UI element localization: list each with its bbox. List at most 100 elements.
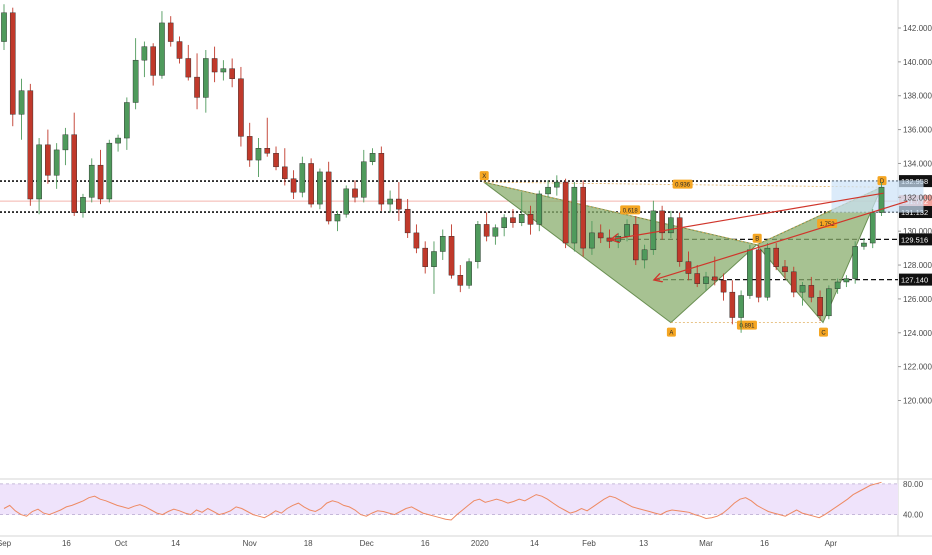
candle-body[interactable] [36,144,42,200]
candle-body[interactable] [159,22,165,76]
pattern-point-x[interactable] [479,171,489,181]
candle-body[interactable] [334,214,341,222]
candle-body[interactable] [106,142,113,200]
candle-body[interactable] [826,288,832,317]
candle-body[interactable] [527,214,534,225]
candle-body[interactable] [861,242,867,247]
candle-body[interactable] [62,134,69,151]
candle-body[interactable] [53,149,60,176]
candle-body[interactable] [764,247,771,298]
candle-body[interactable] [738,295,744,318]
pattern-point-b[interactable] [752,233,762,243]
candle-body[interactable] [676,217,683,262]
candle-body[interactable] [45,144,51,176]
candle-body[interactable] [124,102,130,139]
candle-body[interactable] [747,249,753,296]
candle-body[interactable] [720,280,727,293]
candle-body[interactable] [457,275,464,286]
candle-body[interactable] [115,137,121,144]
candle-body[interactable] [273,153,279,168]
candle-body[interactable] [492,227,499,237]
candle-body[interactable] [852,246,858,279]
candle-body[interactable] [343,188,350,215]
candle-body[interactable] [352,188,358,198]
candle-body[interactable] [255,148,262,161]
candle-body[interactable] [27,90,34,200]
candle-body[interactable] [203,58,209,98]
candle-body[interactable] [264,148,271,154]
candle-body[interactable] [606,237,613,242]
candle-body[interactable] [167,22,174,42]
target-arrow-1[interactable] [612,192,884,239]
candle-body[interactable] [510,217,516,223]
candle-body[interactable] [703,276,709,284]
candle-body[interactable] [817,297,823,317]
candle-body[interactable] [220,68,227,73]
rsi-line[interactable] [3,481,882,521]
candle-body[interactable] [659,210,665,234]
candle-body[interactable] [387,198,393,205]
candle-body[interactable] [194,76,200,98]
candle-body[interactable] [396,198,402,210]
candle-body[interactable] [369,153,376,162]
candle-body[interactable] [211,58,218,73]
candle-body[interactable] [246,136,253,161]
target-arrow-2[interactable] [655,200,908,279]
candle-body[interactable] [878,186,885,213]
candle-body[interactable] [299,163,306,193]
candle-body[interactable] [18,90,25,115]
candle-body[interactable] [545,186,551,195]
candle-body[interactable] [1,12,7,42]
candle-body[interactable] [869,212,876,244]
candle-body[interactable] [185,58,192,78]
candle-body[interactable] [448,236,455,276]
candle-body[interactable] [773,247,779,267]
pattern-point-a[interactable] [666,327,676,337]
candle-body[interactable] [808,285,815,298]
candle-body[interactable] [518,214,525,223]
candle-body[interactable] [422,247,429,267]
candle-body[interactable] [834,281,841,289]
candle-body[interactable] [404,208,411,234]
candle-body[interactable] [238,78,244,137]
candle-body[interactable] [317,171,323,205]
candle-body[interactable] [571,186,578,244]
candle-body[interactable] [132,59,139,103]
candle-body[interactable] [97,164,104,200]
candle-body[interactable] [176,41,183,59]
candle-body[interactable] [694,273,701,284]
candle-body[interactable] [650,210,657,251]
candle-body[interactable] [633,224,639,261]
target-zone-box[interactable] [831,180,924,213]
candle-body[interactable] [536,193,543,225]
candle-body[interactable] [71,134,77,213]
candle-body[interactable] [799,285,806,293]
candle-body[interactable] [141,46,148,61]
candle-body[interactable] [624,224,630,237]
candle-body[interactable] [729,291,736,318]
candle-body[interactable] [790,271,797,293]
candle-body[interactable] [641,249,648,261]
candle-body[interactable] [483,224,490,237]
candle-body[interactable] [360,161,367,198]
candle-body[interactable] [668,217,674,234]
pattern-point-c[interactable] [819,327,828,337]
candle-body[interactable] [431,251,437,267]
pattern-point-d[interactable] [877,176,887,186]
candle-body[interactable] [755,249,762,298]
candle-body[interactable] [782,266,788,273]
candle-body[interactable] [290,178,297,193]
candle-body[interactable] [562,181,569,244]
candle-body[interactable] [282,166,288,179]
candle-body[interactable] [466,261,472,286]
candle-body[interactable] [9,12,16,115]
candle-body[interactable] [597,232,604,239]
candle-body[interactable] [580,186,586,249]
candle-body[interactable] [80,197,86,213]
candle-body[interactable] [711,276,718,281]
candle-body[interactable] [843,278,850,283]
candle-body[interactable] [439,236,446,252]
candle-body[interactable] [685,261,692,274]
candle-body[interactable] [475,224,481,262]
